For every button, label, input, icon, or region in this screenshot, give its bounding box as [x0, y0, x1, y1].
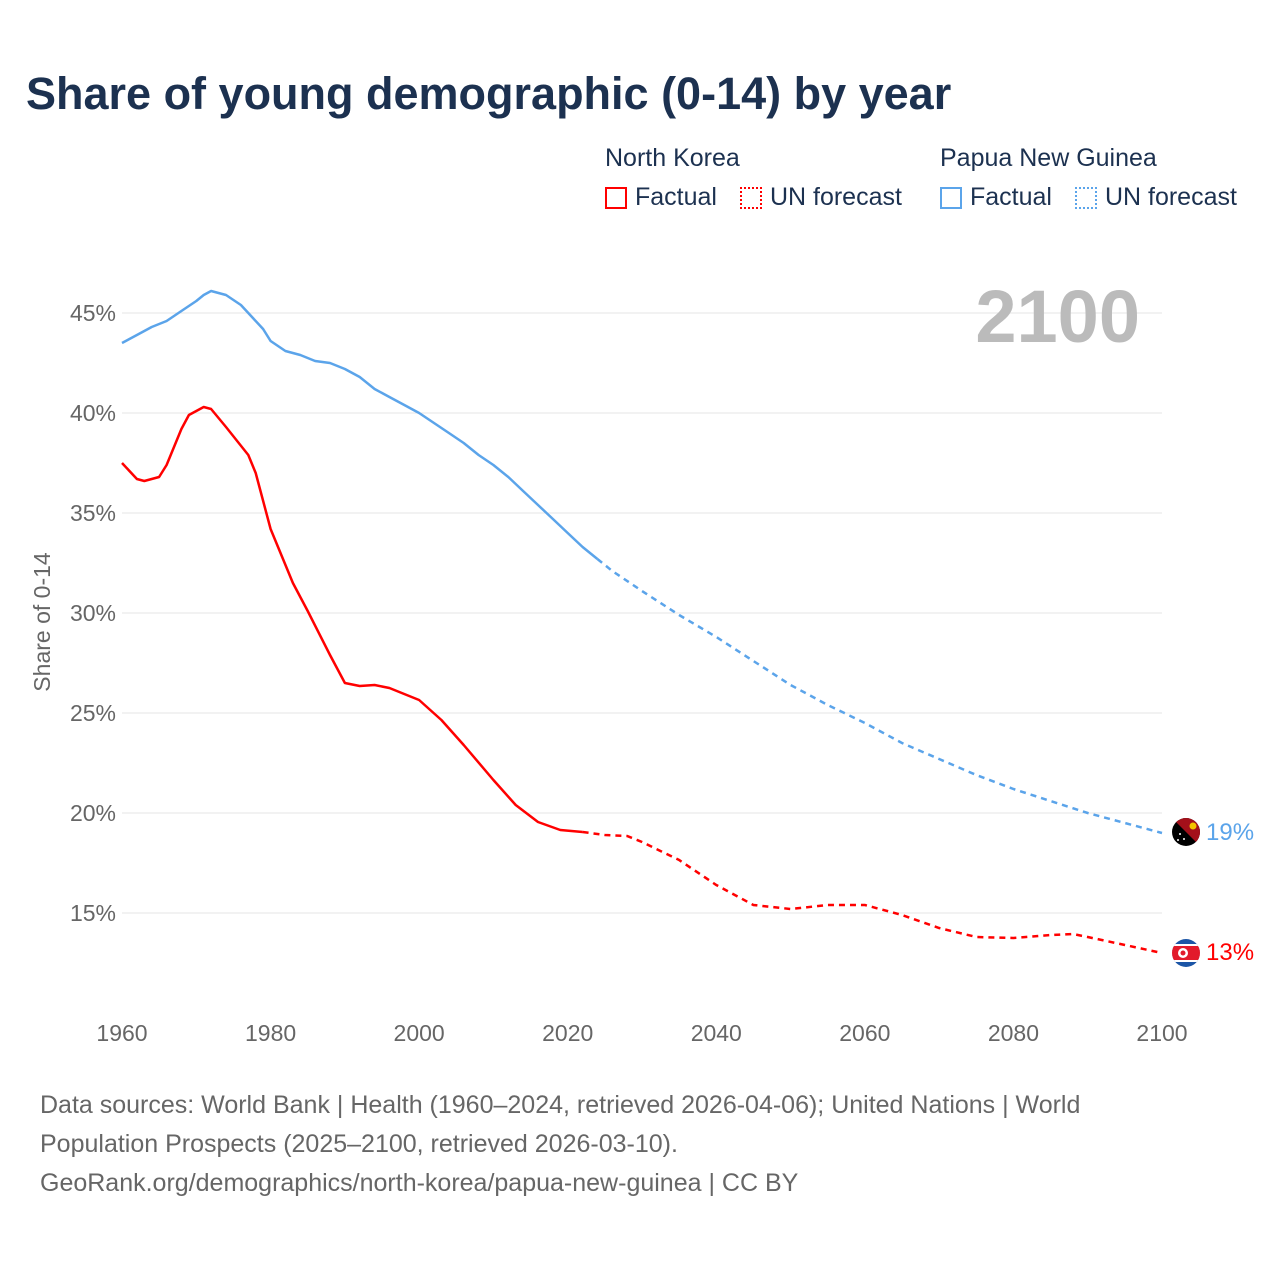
legend-swatch [605, 186, 627, 209]
legend-swatch [940, 186, 962, 209]
x-tick-label: 1960 [96, 1020, 147, 1046]
papua-new-guinea-forecast-line [596, 558, 1163, 835]
nk-end-label: 13% [1206, 939, 1254, 966]
data-sources: Data sources: World Bank | Health (1960–… [40, 1091, 1081, 1158]
legend-label: UN forecast [1104, 183, 1237, 211]
legend-group-label: Papua New Guinea [940, 144, 1157, 172]
x-tick-label: 2040 [691, 1020, 742, 1046]
legend-papua-new-guinea: Papua New Guinea Factual UN forecast [940, 144, 1253, 216]
legend-north-korea: North Korea Factual UN forecast [605, 144, 918, 216]
chart-title: Share of young demographic (0-14) by yea… [26, 68, 952, 119]
legend-label: UN forecast [769, 183, 902, 211]
x-tick-label: 2020 [542, 1020, 593, 1046]
y-tick-label: 35% [70, 500, 116, 526]
x-tick-label: 2060 [839, 1020, 890, 1046]
legend-group-label: North Korea [605, 144, 740, 172]
x-tick-label: 1980 [245, 1020, 296, 1046]
papua-new-guinea-factual-line [121, 289, 599, 560]
png-flag-icon [1172, 818, 1200, 846]
y-tick-label: 25% [70, 700, 116, 726]
x-tick-label: 2100 [1136, 1020, 1187, 1046]
legend-item-factual[interactable]: Factual [940, 183, 1052, 212]
x-tick-label: 2000 [394, 1020, 445, 1046]
north-korea-flag-icon [1172, 939, 1200, 967]
y-tick-label: 20% [70, 800, 116, 826]
year-indicator: 2100 [975, 275, 1140, 358]
north-korea-forecast-line [582, 830, 1163, 955]
x-tick-label: 2080 [988, 1020, 1039, 1046]
legend-swatch [739, 186, 762, 209]
legend-item-forecast[interactable]: UN forecast [1074, 183, 1237, 212]
y-tick-label: 40% [70, 400, 116, 426]
north-korea-factual-line [121, 405, 583, 834]
footer: Data sources: World Bank | Health (1960–… [40, 1086, 1190, 1203]
y-tick-label: 45% [70, 300, 116, 326]
y-axis-label: Share of 0-14 [29, 552, 55, 692]
y-tick-label: 30% [70, 600, 116, 626]
legend-swatch [1074, 186, 1097, 209]
source-link[interactable]: GeoRank.org/demographics/north-korea/pap… [40, 1169, 799, 1197]
legend-label: Factual [970, 183, 1052, 211]
legend-label: Factual [635, 183, 717, 211]
y-tick-label: 15% [70, 900, 116, 926]
legend-item-forecast[interactable]: UN forecast [739, 183, 902, 212]
png-end-label: 19% [1206, 819, 1254, 846]
legend-item-factual[interactable]: Factual [605, 183, 717, 212]
